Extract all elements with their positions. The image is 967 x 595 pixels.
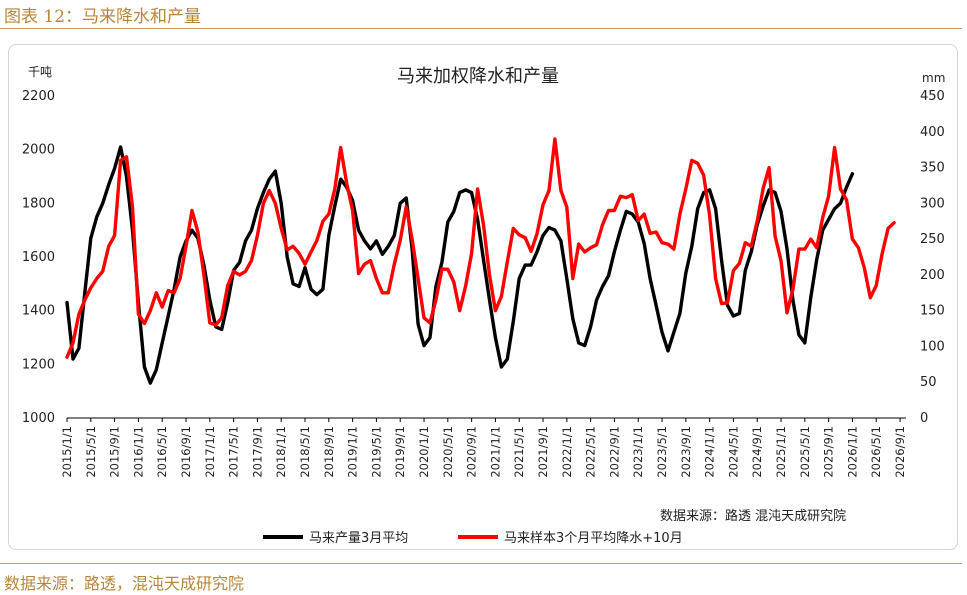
x-tick-label: 2026/5/1 [869, 426, 883, 478]
x-tick-label: 2015/5/1 [84, 426, 98, 478]
x-tick-label: 2019/9/1 [393, 426, 407, 478]
y-left-tick-label: 1600 [22, 250, 55, 265]
x-tick-label: 2026/9/1 [893, 426, 907, 478]
axes: 1000 1200 1400 1600 1800 2000 2200 0 50 100 150 200… [22, 89, 945, 478]
x-tick-label: 2021/9/1 [536, 426, 550, 478]
x-tick-label: 2021/5/1 [512, 426, 526, 478]
chart-title: 马来加权降水和产量 [397, 66, 559, 87]
x-tick-label: 2025/1/1 [774, 426, 788, 478]
y-left-tick-label: 1800 [22, 196, 55, 211]
x-tick-label: 2018/9/1 [322, 426, 336, 478]
y-right-tick-label: 400 [920, 125, 945, 140]
y-right-tick-label: 100 [920, 339, 945, 354]
x-tick-label: 2020/1/1 [417, 426, 431, 478]
series-lines [65, 137, 896, 385]
bottom-divider [0, 563, 962, 564]
y-right-tick-label: 0 [920, 411, 928, 426]
x-tick-label: 2022/5/1 [584, 426, 598, 478]
legend-label-2: 马来样本3个月平均降水+10月 [504, 531, 683, 546]
y-left-tick-label: 1400 [22, 304, 55, 319]
x-tick-label: 2023/9/1 [679, 426, 693, 478]
x-tick-label: 2016/9/1 [179, 426, 193, 478]
x-tick-label: 2026/1/1 [845, 426, 859, 478]
x-tick-label: 2019/1/1 [346, 426, 360, 478]
source-note: 数据来源：路透 混沌天成研究院 [660, 508, 846, 524]
x-tick-label: 2021/1/1 [488, 426, 502, 478]
x-tick-label: 2023/5/1 [655, 426, 669, 478]
x-tick-label: 2018/5/1 [298, 426, 312, 478]
y-left-tick-label: 2200 [22, 89, 55, 104]
y-left-unit: 千吨 [28, 65, 52, 79]
y-right-tick-label: 250 [920, 232, 945, 247]
footer-source: 数据来源：路透，混沌天成研究院 [4, 574, 245, 593]
y-left-tick-label: 1200 [22, 357, 55, 372]
x-tick-label: 2020/5/1 [441, 426, 455, 478]
x-tick-label: 2015/1/1 [60, 426, 74, 478]
legend-label-1: 马来产量3月平均 [309, 531, 408, 546]
x-tick-label: 2020/9/1 [465, 426, 479, 478]
x-tick-label: 2017/1/1 [203, 426, 217, 478]
y-right-tick-label: 450 [920, 89, 945, 104]
y-right-tick-label: 200 [920, 268, 945, 283]
series-line-2 [65, 137, 896, 359]
x-tick-label: 2023/1/1 [631, 426, 645, 478]
figure-caption: 图表 12：马来降水和产量 [4, 7, 202, 27]
x-tick-label: 2018/1/1 [274, 426, 288, 478]
x-tick-label: 2025/9/1 [822, 426, 836, 478]
y-right-unit: mm [922, 71, 945, 85]
y-left-tick-label: 1000 [22, 411, 55, 426]
x-tick-label: 2022/1/1 [560, 426, 574, 478]
x-tick-label: 2016/5/1 [155, 426, 169, 478]
top-divider [0, 28, 962, 29]
y-left-tick-label: 2000 [22, 143, 55, 158]
legend: 马来产量3月平均 马来样本3个月平均降水+10月 [263, 531, 683, 546]
series-line-1 [65, 145, 855, 385]
y-right-tick-label: 50 [920, 375, 937, 390]
x-tick-label: 2024/9/1 [750, 426, 764, 478]
x-tick-label: 2016/1/1 [131, 426, 145, 478]
y-right-tick-label: 350 [920, 161, 945, 176]
x-tick-label: 2017/9/1 [250, 426, 264, 478]
x-tick-label: 2017/5/1 [227, 426, 241, 478]
y-right-tick-label: 300 [920, 196, 945, 211]
x-tick-label: 2025/5/1 [798, 426, 812, 478]
x-tick-label: 2022/9/1 [607, 426, 621, 478]
x-tick-label: 2015/9/1 [108, 426, 122, 478]
x-tick-label: 2024/5/1 [726, 426, 740, 478]
x-tick-label: 2019/5/1 [369, 426, 383, 478]
y-right-tick-label: 150 [920, 304, 945, 319]
x-tick-label: 2024/1/1 [703, 426, 717, 478]
